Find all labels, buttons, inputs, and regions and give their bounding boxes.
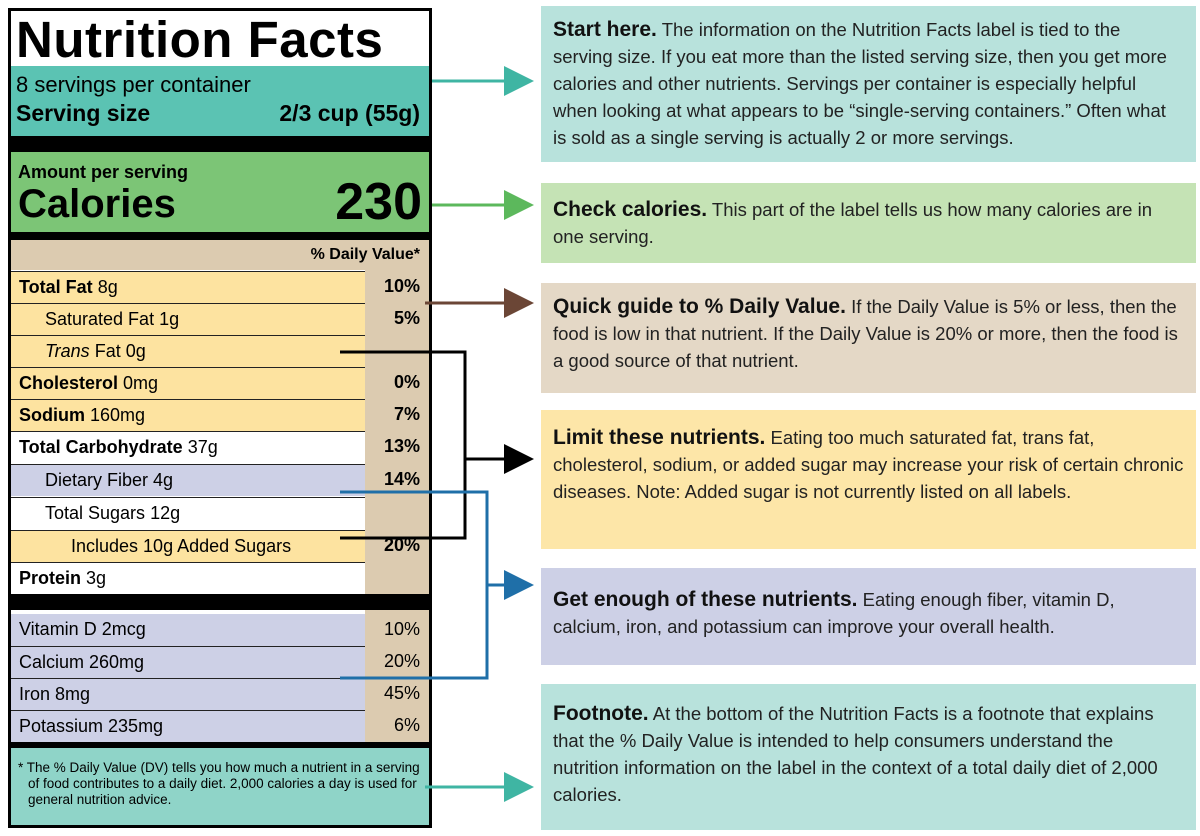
nutrient-name: Total Sugars <box>45 503 146 523</box>
calories-label: Calories <box>18 182 176 226</box>
callout-heading: Limit these nutrients. <box>553 426 766 449</box>
nutrient-name: Saturated Fat <box>45 309 155 329</box>
callout-text: At the bottom of the Nutrition Facts is … <box>553 703 1158 805</box>
calories: 230 <box>335 173 422 231</box>
vitamin-name: Calcium 260mg <box>19 652 145 672</box>
callout-text: The information on the Nutrition Facts l… <box>553 19 1167 148</box>
callout: Quick guide to % Daily Value. If the Dai… <box>541 283 1196 393</box>
nutrient-dv: 0% <box>393 372 420 392</box>
nutrient-row: Trans Fat 0g <box>11 335 365 367</box>
amount-per-serving: Amount per serving <box>18 162 189 182</box>
serving-band <box>11 66 429 136</box>
nutrient-dv: 13% <box>383 436 420 456</box>
callout-heading: Get enough of these nutrients. <box>553 588 858 611</box>
dv-column <box>365 270 429 742</box>
nutrient-amount: 0g <box>125 341 146 361</box>
nutrient-amount: 12g <box>150 503 181 523</box>
nutrient-amount: 3g <box>86 568 107 588</box>
vitamin-dv: 45% <box>383 683 420 703</box>
footnote-band <box>11 748 429 825</box>
nutrient-name: Cholesterol <box>19 373 119 393</box>
nutrient-dv: 7% <box>393 404 420 424</box>
nutrient-row: Includes 10g Added Sugars <box>11 530 365 562</box>
vitamin-name: Potassium 235mg <box>19 716 164 736</box>
nutrient-name-italic: Trans <box>45 341 90 361</box>
nutrient-amount: 160mg <box>90 405 146 425</box>
vitamin-row: Vitamin D 2mcg <box>11 614 365 646</box>
nutrient-row: Saturated Fat 1g <box>11 303 365 335</box>
label-title: Nutrition Facts <box>16 11 384 68</box>
nutrient-amount: 37g <box>187 437 218 457</box>
nutrient-name: Dietary Fiber <box>45 470 149 490</box>
vitamin-name: Iron 8mg <box>19 684 91 704</box>
callout: Limit these nutrients. Eating too much s… <box>541 410 1196 549</box>
divider <box>11 742 429 748</box>
vitamin-row: Iron 8mg <box>11 678 365 710</box>
dv-header: % Daily Value* <box>310 246 420 263</box>
nutrient-row: Total Fat 8g <box>11 271 365 303</box>
nutrient-name: Includes 10g Added Sugars <box>71 536 292 556</box>
nutrient-dv: 20% <box>383 535 420 555</box>
nutrient-dv: 10% <box>383 276 420 296</box>
nutrient-name: Total Carbohydrate <box>19 437 183 457</box>
callout: Footnote. At the bottom of the Nutrition… <box>541 684 1196 830</box>
callout-text: Eating enough fiber, vitamin D, calcium,… <box>553 589 1115 637</box>
calories-band <box>11 152 429 232</box>
nutrient-name: Fat <box>94 341 121 361</box>
nutrient-row: Sodium 160mg <box>11 399 365 431</box>
callout-heading: Footnote. <box>553 702 649 725</box>
serving-size-label: Serving size <box>16 100 151 126</box>
bracket-arrow <box>340 490 528 680</box>
vitamin-dv: 6% <box>393 715 420 735</box>
callout-heading: Start here. <box>553 18 657 41</box>
nutrition-label <box>8 8 432 828</box>
nutrient-amount: 0mg <box>123 373 159 393</box>
nutrient-name: Total Fat <box>19 277 93 297</box>
nutrient-row: Protein 3g <box>11 562 365 594</box>
nutrient-row: Total Carbohydrate 37g <box>11 431 365 463</box>
callout-text: This part of the label tells us how many… <box>553 199 1153 247</box>
nutrient-amount: 1g <box>159 309 180 329</box>
callout-text: If the Daily Value is 5% or less, then t… <box>553 296 1178 371</box>
nutrient-row: Cholesterol 0mg <box>11 367 365 399</box>
divider <box>11 136 429 152</box>
vitamin-name: Vitamin D 2mcg <box>19 619 146 639</box>
callout-text: Eating too much saturated fat, trans fat… <box>553 427 1184 502</box>
divider <box>11 594 429 610</box>
bracket-arrow <box>340 350 528 540</box>
nutrient-dv: 14% <box>383 469 420 489</box>
callout: Start here. The information on the Nutri… <box>541 6 1196 162</box>
nutrient-row: Dietary Fiber 4g <box>11 464 365 496</box>
servings: 8 servings per container <box>16 72 251 97</box>
footnote: * The % Daily Value (DV) tells you how m… <box>18 760 420 807</box>
nutrient-row: Total Sugars 12g <box>11 497 365 529</box>
serving-size: 2/3 cup (55g) <box>279 100 420 126</box>
callout: Check calories. This part of the label t… <box>541 183 1196 263</box>
vitamin-dv: 10% <box>383 619 420 639</box>
nutrient-amount: 4g <box>153 470 174 490</box>
callout-heading: Check calories. <box>553 198 708 221</box>
dv-header-band <box>11 240 429 270</box>
divider <box>11 232 429 240</box>
nutrient-amount: 8g <box>97 277 118 297</box>
callout-heading: Quick guide to % Daily Value. <box>553 295 846 318</box>
nutrient-name: Protein <box>19 568 82 588</box>
nutrient-dv: 5% <box>393 308 420 328</box>
vitamin-dv: 20% <box>383 651 420 671</box>
vitamin-row: Calcium 260mg <box>11 646 365 678</box>
vitamin-row: Potassium 235mg <box>11 710 365 742</box>
callout: Get enough of these nutrients. Eating en… <box>541 568 1196 665</box>
nutrient-name: Sodium <box>19 405 85 425</box>
